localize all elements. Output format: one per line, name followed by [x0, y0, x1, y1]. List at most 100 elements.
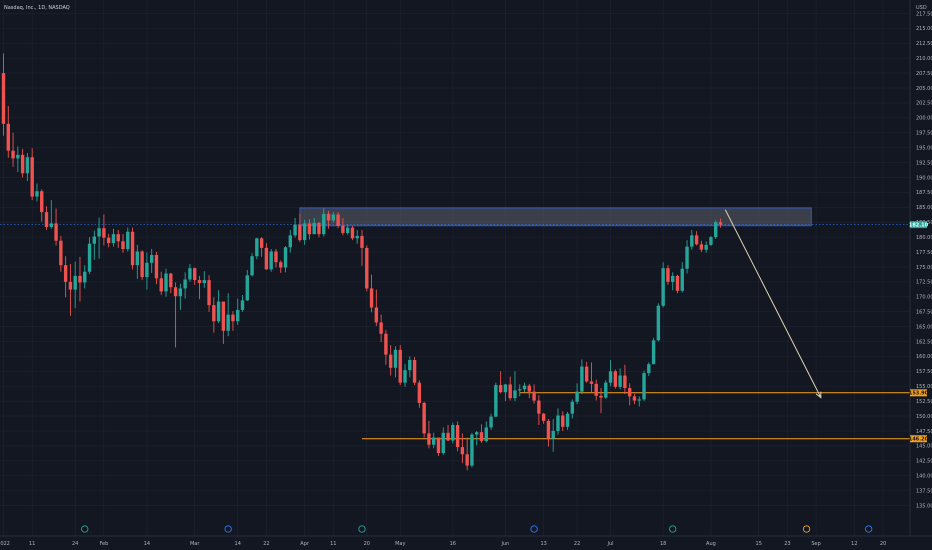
split-marker-icon[interactable] — [802, 525, 811, 533]
time-axis-panel — [0, 536, 932, 550]
candle-body — [73, 275, 77, 290]
price-tick-label: 217.50 — [916, 11, 932, 17]
candle-body — [714, 222, 718, 238]
price-tick-label: 197.50 — [916, 131, 932, 137]
candle-body — [532, 391, 536, 401]
candle-body — [92, 236, 97, 244]
candle-body — [255, 238, 259, 257]
candle-body — [259, 238, 264, 248]
time-tick-label: 14 — [144, 541, 150, 547]
earnings-marker-icon[interactable] — [358, 525, 366, 533]
time-axis[interactable]: 2022 11 24 Feb 14 Mar 14 22 Apr 11 20 May 16 Jun 13 22 J… — [0, 541, 886, 547]
price-tick-label: 207.50 — [916, 71, 932, 77]
price-tick-label: 165.00 — [916, 324, 932, 330]
price-tick-label: 190.00 — [916, 175, 932, 181]
price-tick-label: 167.50 — [916, 309, 932, 315]
price-tick-label: 175.00 — [916, 265, 932, 271]
candle-body — [307, 223, 312, 235]
candle-body — [149, 255, 154, 263]
candle-body — [212, 305, 216, 322]
candle-body — [226, 314, 230, 331]
earnings-marker-icon[interactable] — [81, 525, 89, 533]
candle-body — [398, 349, 402, 383]
candle-body — [537, 400, 541, 414]
price-tick-label: 185.00 — [916, 205, 932, 211]
candle-body — [527, 385, 531, 392]
forecast-arrow-line[interactable] — [724, 209, 822, 398]
candle-body — [236, 309, 240, 322]
time-tick-label: 23 — [784, 541, 790, 547]
time-tick-label: 14 — [235, 541, 241, 547]
candle-body — [193, 268, 197, 281]
candle-body — [154, 255, 159, 279]
resistance-zone-layer — [299, 207, 812, 227]
candle-body — [379, 322, 383, 334]
candle-body — [221, 301, 226, 331]
candle-body — [556, 415, 560, 431]
candle-body — [317, 222, 321, 235]
candle-body — [341, 225, 345, 233]
candle-body — [269, 251, 273, 270]
candle-body — [126, 231, 130, 250]
candle-body — [685, 246, 689, 269]
event-markers — [81, 525, 873, 533]
price-tick-label: 210.00 — [916, 56, 932, 62]
forecast-arrow-head — [815, 391, 822, 399]
candle-body — [388, 354, 393, 368]
candle-body — [479, 432, 484, 442]
candle-body — [140, 251, 144, 278]
candle-body — [436, 437, 441, 454]
candle-body — [322, 213, 326, 235]
candle-body — [274, 251, 278, 263]
candle-body — [279, 262, 283, 268]
time-tick-label: 22 — [263, 541, 269, 547]
dividend-marker-icon[interactable] — [224, 525, 232, 533]
candle-body — [35, 191, 39, 197]
candle-body — [25, 157, 30, 174]
price-axis[interactable]: 217.50 215.00 212.50 210.00 207.50 205.00 202.… — [916, 11, 932, 509]
dividend-marker-icon[interactable] — [865, 525, 873, 533]
candle-body — [87, 243, 92, 272]
candle-body — [432, 437, 436, 445]
candle-body — [164, 273, 168, 292]
price-tick-label: 140.00 — [916, 474, 932, 480]
candle-body — [231, 314, 235, 322]
price-tick-label: 180.00 — [916, 235, 932, 241]
candle-body — [384, 333, 388, 355]
candle-body — [699, 244, 704, 250]
price-tick-label: 155.00 — [916, 384, 932, 390]
currency-label: USD — [916, 5, 927, 11]
resistance-zone-rect[interactable] — [299, 207, 812, 227]
candle-body — [455, 425, 460, 448]
time-tick-label: 2022 — [0, 541, 10, 547]
candle-body — [116, 234, 120, 242]
candle-body — [551, 430, 555, 439]
time-tick-label: 22 — [574, 541, 580, 547]
candle-body — [604, 382, 608, 398]
time-tick-label: Sep — [811, 541, 820, 547]
candle-body — [202, 280, 206, 284]
dividend-marker-icon[interactable] — [530, 525, 538, 533]
candle-body — [427, 433, 431, 445]
last-price-badge: 182.10 — [909, 222, 929, 228]
candle-body — [264, 247, 269, 270]
earnings-marker-icon[interactable] — [669, 525, 677, 533]
candle-body — [522, 385, 527, 390]
candle-body — [245, 275, 249, 301]
price-tick-label: 212.50 — [916, 41, 932, 47]
candle-body — [173, 287, 178, 297]
candle-body — [135, 251, 140, 266]
time-tick-label: 16 — [450, 541, 456, 547]
time-tick-label: May — [395, 541, 405, 547]
price-axis-panel — [910, 0, 932, 550]
candle-body — [207, 280, 211, 306]
candle-body — [422, 402, 426, 434]
candles-layer — [1, 53, 723, 471]
price-tick-label: 202.50 — [916, 101, 932, 107]
candle-body — [111, 234, 116, 244]
time-tick-label: 24 — [72, 541, 78, 547]
candle-body — [197, 280, 202, 284]
candle-body — [183, 279, 187, 289]
